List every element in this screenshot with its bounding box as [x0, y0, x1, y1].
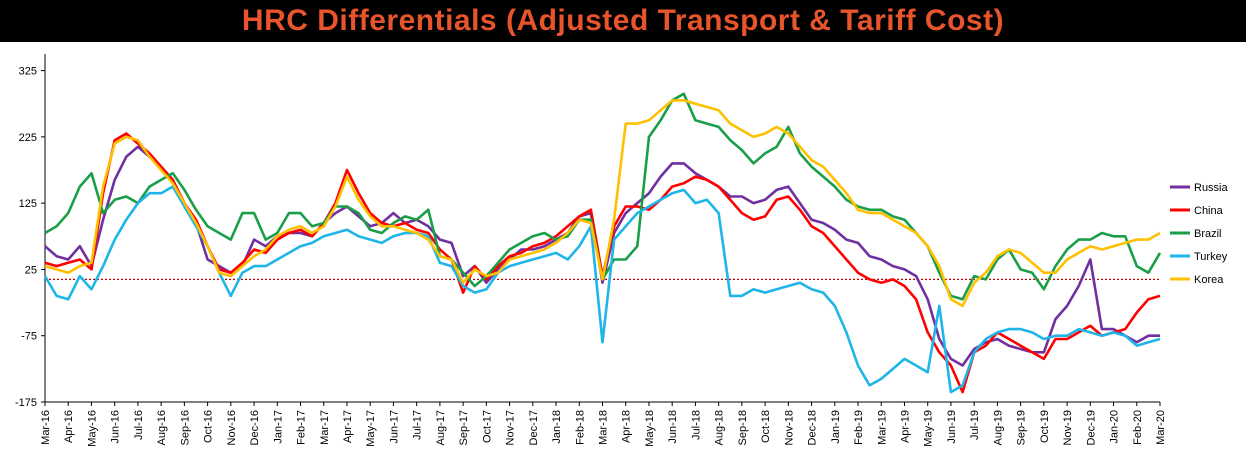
x-tick-label: Mar-16: [40, 410, 52, 445]
x-tick-label: Mar-17: [319, 410, 331, 445]
x-tick-label: Oct-19: [1039, 410, 1051, 443]
x-tick-label: Feb-20: [1132, 410, 1144, 445]
legend-label-turkey: Turkey: [1194, 251, 1228, 263]
x-tick-label: Aug-17: [435, 410, 447, 445]
legend-label-russia: Russia: [1194, 182, 1229, 194]
x-tick-label: May-16: [86, 410, 98, 447]
x-tick-label: Feb-19: [853, 410, 865, 445]
x-tick-label: Jul-18: [690, 410, 702, 440]
x-tick-label: Dec-19: [1085, 410, 1097, 445]
x-tick-label: Sep-17: [458, 410, 470, 445]
x-tick-label: Nov-19: [1062, 410, 1074, 445]
x-tick-label: Mar-19: [876, 410, 888, 445]
chart-title: HRC Differentials (Adjusted Transport & …: [241, 4, 1005, 37]
x-tick-label: Jan-18: [551, 410, 563, 444]
x-tick-label: Nov-17: [505, 410, 517, 445]
legend-label-brazil: Brazil: [1194, 228, 1222, 240]
y-tick-label: 225: [19, 132, 37, 144]
x-tick-label: Dec-16: [249, 410, 261, 445]
y-tick-label: 25: [25, 264, 37, 276]
x-tick-label: Feb-18: [574, 410, 586, 445]
x-tick-label: Oct-18: [760, 410, 772, 443]
x-tick-label: Mar-18: [598, 410, 610, 445]
x-tick-label: Jul-16: [133, 410, 145, 440]
x-tick-label: May-18: [644, 410, 656, 447]
x-tick-label: Jan-20: [1109, 410, 1121, 444]
x-tick-label: Mar-20: [1155, 410, 1167, 445]
x-tick-label: Apr-19: [899, 410, 911, 443]
legend-label-korea: Korea: [1194, 274, 1224, 286]
y-tick-label: 325: [19, 66, 37, 78]
x-tick-label: Aug-16: [156, 410, 168, 445]
x-tick-label: Dec-18: [807, 410, 819, 445]
x-tick-label: Aug-18: [714, 410, 726, 445]
x-tick-label: Sep-16: [179, 410, 191, 445]
x-tick-label: May-17: [365, 410, 377, 447]
series-line-turkey: [43, 185, 1161, 394]
y-tick-label: -75: [21, 331, 37, 343]
x-tick-label: Jun-17: [388, 410, 400, 444]
x-tick-label: Sep-19: [1016, 410, 1028, 445]
x-tick-label: Oct-17: [481, 410, 493, 443]
x-tick-label: Jan-17: [272, 410, 284, 444]
x-tick-label: Apr-16: [63, 410, 75, 443]
x-tick-label: Jun-16: [110, 410, 122, 444]
x-tick-label: Jul-17: [412, 410, 424, 440]
x-tick-label: Jun-19: [946, 410, 958, 444]
x-tick-label: Jul-19: [969, 410, 981, 440]
x-tick-label: Jan-19: [830, 410, 842, 444]
x-tick-label: Sep-18: [737, 410, 749, 445]
legend: Russia China Brazil Turkey Korea: [1170, 182, 1229, 286]
x-tick-label: Feb-17: [296, 410, 308, 445]
x-tick-label: Oct-16: [203, 410, 215, 443]
x-tick-label: Aug-19: [992, 410, 1004, 445]
x-tick-label: Jun-18: [667, 410, 679, 444]
x-tick-label: Nov-18: [783, 410, 795, 445]
y-tick-label: 125: [19, 198, 37, 210]
title-bar: HRC Differentials (Adjusted Transport & …: [0, 0, 1246, 42]
x-tick-label: Nov-16: [226, 410, 238, 445]
series-line-korea: [44, 99, 1161, 308]
x-tick-label: Apr-18: [621, 410, 633, 443]
legend-label-china: China: [1194, 205, 1224, 217]
x-tick-label: Apr-17: [342, 410, 354, 443]
series-line-brazil: [44, 92, 1162, 301]
y-tick-label: -175: [15, 397, 37, 409]
x-tick-label: Dec-17: [528, 410, 540, 445]
x-tick-label: May-19: [923, 410, 935, 447]
